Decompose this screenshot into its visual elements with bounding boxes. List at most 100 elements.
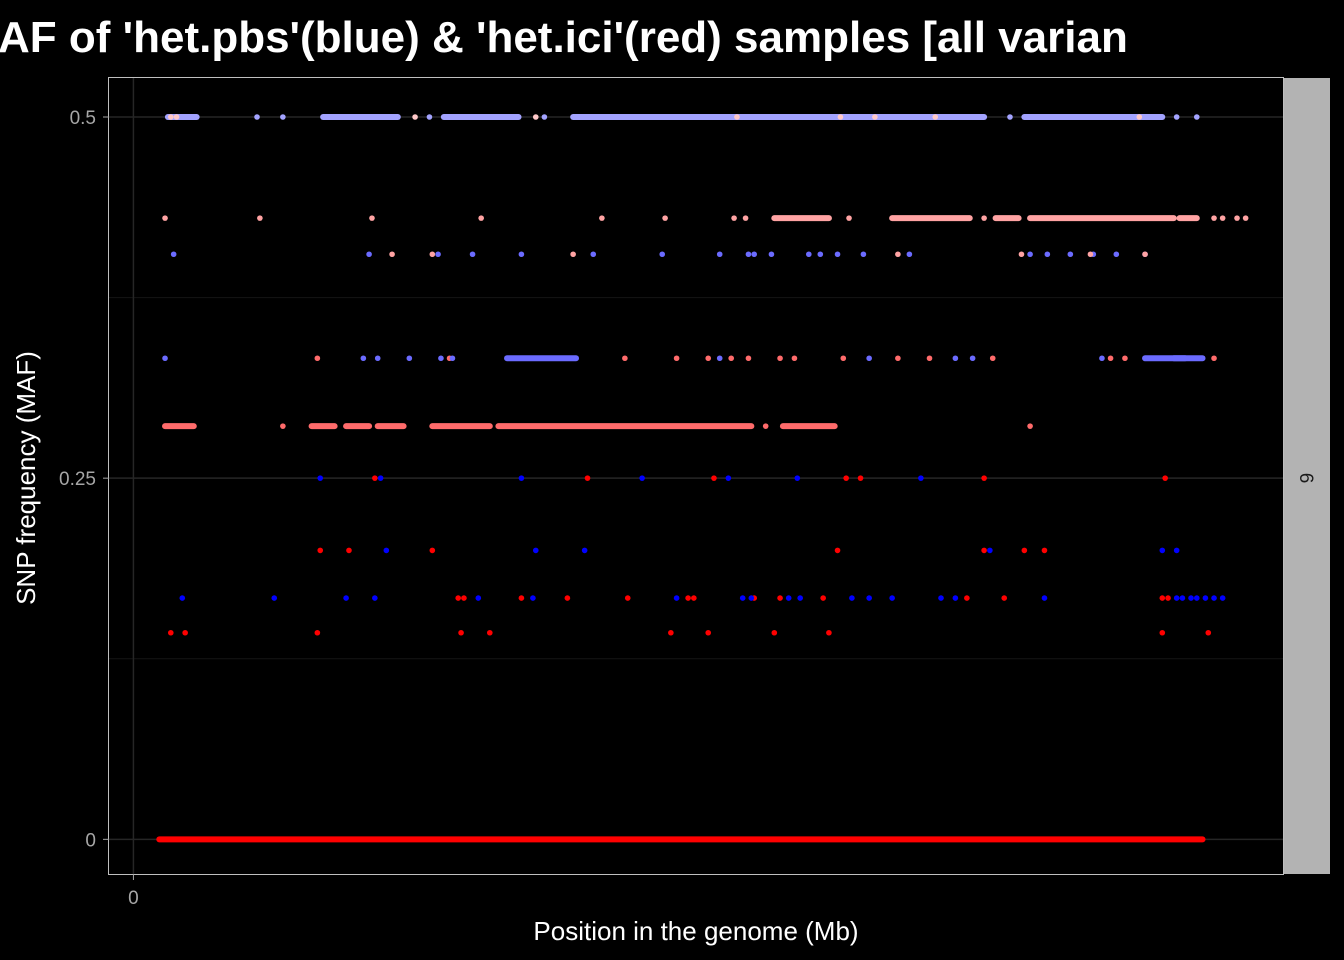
data-point bbox=[1219, 595, 1226, 601]
data-point bbox=[532, 547, 539, 554]
data-point bbox=[280, 423, 286, 429]
data-point bbox=[317, 547, 324, 554]
panel-points bbox=[156, 114, 1249, 843]
data-point bbox=[257, 215, 263, 221]
data-point bbox=[1193, 114, 1200, 120]
data-point bbox=[866, 355, 872, 362]
data-point bbox=[461, 595, 467, 601]
data-point bbox=[532, 114, 539, 120]
data-point bbox=[314, 355, 321, 362]
data-point bbox=[1027, 423, 1033, 429]
data-point bbox=[1067, 251, 1074, 258]
data-point bbox=[872, 114, 878, 120]
data-point bbox=[989, 355, 996, 362]
data-point bbox=[1122, 355, 1128, 362]
data-point bbox=[1234, 215, 1240, 221]
data-point bbox=[785, 595, 792, 601]
data-point bbox=[346, 547, 352, 554]
data-point bbox=[1142, 251, 1148, 258]
data-point bbox=[389, 251, 395, 258]
data-point bbox=[1044, 251, 1051, 258]
data-point bbox=[1188, 595, 1194, 601]
data-point bbox=[952, 595, 959, 601]
data-point bbox=[843, 475, 849, 481]
data-point bbox=[834, 251, 841, 258]
data-point bbox=[777, 595, 783, 601]
data-point bbox=[475, 595, 482, 601]
y-axis: 0 0.25 0.5 bbox=[59, 108, 109, 851]
data-point bbox=[952, 355, 959, 362]
data-point bbox=[162, 215, 168, 221]
facet-strip bbox=[1284, 78, 1330, 874]
data-point bbox=[1021, 547, 1028, 554]
data-point bbox=[711, 475, 717, 481]
data-point bbox=[1242, 215, 1249, 221]
data-point bbox=[797, 595, 803, 601]
data-point bbox=[167, 629, 174, 636]
data-point bbox=[771, 629, 778, 636]
chart-title: AF of 'het.pbs'(blue) & 'het.ici'(red) s… bbox=[0, 13, 1128, 62]
data-point bbox=[981, 475, 987, 481]
y-tick-label: 0.25 bbox=[59, 469, 96, 490]
data-point bbox=[1165, 595, 1171, 601]
data-point bbox=[1173, 547, 1180, 554]
data-point bbox=[1202, 595, 1209, 601]
data-point bbox=[584, 475, 591, 481]
data-point bbox=[987, 547, 993, 554]
data-point bbox=[518, 595, 525, 601]
data-point bbox=[725, 475, 732, 481]
data-point bbox=[173, 114, 180, 120]
panel-border bbox=[108, 77, 1284, 875]
data-point bbox=[438, 355, 444, 362]
data-point bbox=[599, 215, 605, 221]
x-axis: 0 bbox=[128, 874, 139, 909]
data-point bbox=[659, 251, 666, 258]
data-point bbox=[570, 251, 576, 258]
data-point bbox=[662, 215, 668, 221]
data-point bbox=[449, 355, 456, 362]
data-point bbox=[374, 355, 381, 362]
data-point bbox=[317, 475, 324, 481]
data-point bbox=[685, 595, 691, 601]
data-point bbox=[429, 251, 436, 258]
data-point bbox=[179, 595, 186, 601]
data-point bbox=[1099, 355, 1105, 362]
data-point bbox=[1001, 595, 1008, 601]
data-point bbox=[518, 251, 525, 258]
data-point bbox=[1107, 355, 1114, 362]
data-point bbox=[820, 595, 826, 601]
data-point bbox=[369, 215, 375, 221]
data-point bbox=[768, 251, 775, 258]
data-point bbox=[860, 251, 867, 258]
data-point bbox=[469, 251, 476, 258]
facet-strip-label: 6 bbox=[1295, 473, 1316, 484]
data-point bbox=[964, 595, 970, 601]
data-point bbox=[1041, 595, 1048, 601]
data-point bbox=[1159, 595, 1166, 601]
y-tick-label: 0.5 bbox=[70, 108, 96, 129]
data-point bbox=[745, 251, 752, 258]
data-point bbox=[1173, 114, 1180, 120]
data-point bbox=[366, 251, 372, 258]
data-point bbox=[1219, 215, 1226, 221]
data-point bbox=[541, 114, 548, 120]
data-point bbox=[742, 215, 749, 221]
data-point bbox=[705, 629, 712, 636]
data-point bbox=[1087, 251, 1094, 258]
data-point bbox=[791, 355, 798, 362]
data-point bbox=[668, 629, 674, 636]
data-point bbox=[343, 595, 349, 601]
data-point bbox=[1159, 547, 1166, 554]
y-axis-title: SNP frequency (MAF) bbox=[11, 351, 41, 605]
data-point bbox=[969, 355, 976, 362]
x-axis-title: Position in the genome (Mb) bbox=[533, 916, 858, 946]
data-point bbox=[728, 355, 735, 362]
data-point bbox=[673, 595, 680, 601]
data-point bbox=[1205, 629, 1212, 636]
data-point bbox=[372, 595, 378, 601]
data-point bbox=[794, 475, 801, 481]
data-point bbox=[840, 355, 847, 362]
data-point bbox=[895, 251, 901, 258]
data-point bbox=[167, 114, 174, 120]
